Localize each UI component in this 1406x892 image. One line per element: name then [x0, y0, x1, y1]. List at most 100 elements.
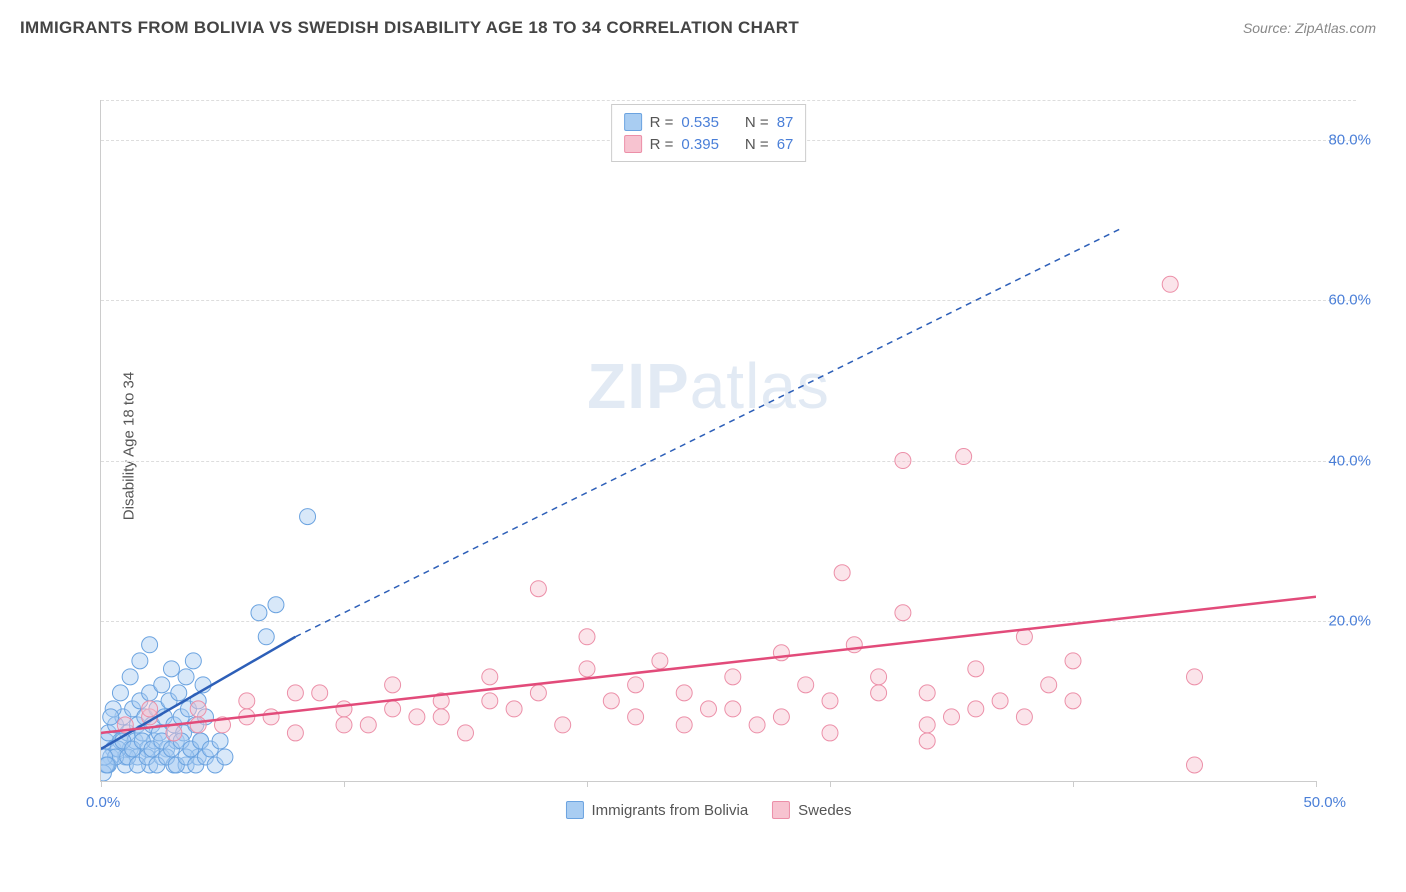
- legend-series-swatch-0: [565, 801, 583, 819]
- r-label-1: R =: [650, 136, 674, 153]
- x-tick: [587, 781, 588, 787]
- scatter-point: [122, 669, 138, 685]
- scatter-point: [506, 701, 522, 717]
- scatter-point: [178, 669, 194, 685]
- scatter-point: [1065, 693, 1081, 709]
- scatter-point: [360, 717, 376, 733]
- scatter-point: [482, 693, 498, 709]
- scatter-point: [652, 653, 668, 669]
- y-tick-label: 40.0%: [1328, 452, 1371, 469]
- legend-series-item-0: Immigrants from Bolivia: [565, 801, 748, 819]
- scatter-point: [871, 669, 887, 685]
- scatter-point: [895, 453, 911, 469]
- scatter-point: [555, 717, 571, 733]
- scatter-point: [579, 629, 595, 645]
- x-max-label: 50.0%: [1303, 794, 1346, 811]
- scatter-point: [385, 677, 401, 693]
- n-value-0: 87: [777, 114, 794, 131]
- x-origin-label: 0.0%: [86, 794, 120, 811]
- plot-area: ZIPatlas R = 0.535 N = 87 R = 0.395 N = …: [100, 100, 1316, 782]
- y-tick-label: 20.0%: [1328, 612, 1371, 629]
- scatter-point: [258, 629, 274, 645]
- scatter-point: [185, 653, 201, 669]
- scatter-point: [336, 701, 352, 717]
- legend-series-swatch-1: [772, 801, 790, 819]
- scatter-point: [798, 677, 814, 693]
- scatter-point: [992, 693, 1008, 709]
- scatter-point: [834, 565, 850, 581]
- scatter-point: [132, 653, 148, 669]
- scatter-point: [482, 669, 498, 685]
- scatter-point: [919, 717, 935, 733]
- scatter-point: [919, 685, 935, 701]
- scatter-point: [217, 749, 233, 765]
- scatter-point: [239, 693, 255, 709]
- scatter-point: [287, 725, 303, 741]
- legend-swatch-swedes: [624, 135, 642, 153]
- scatter-point: [458, 725, 474, 741]
- y-tick-label: 80.0%: [1328, 132, 1371, 149]
- scatter-point: [846, 637, 862, 653]
- legend-series-item-1: Swedes: [772, 801, 851, 819]
- scatter-point: [628, 709, 644, 725]
- legend-series-label-0: Immigrants from Bolivia: [591, 802, 748, 819]
- source-attribution: Source: ZipAtlas.com: [1243, 20, 1376, 36]
- scatter-point: [530, 581, 546, 597]
- legend-swatch-bolivia: [624, 113, 642, 131]
- scatter-point: [725, 701, 741, 717]
- scatter-point: [579, 661, 595, 677]
- scatter-point: [530, 685, 546, 701]
- scatter-point: [385, 701, 401, 717]
- scatter-point: [268, 597, 284, 613]
- chart-container: Disability Age 18 to 34 ZIPatlas R = 0.5…: [50, 50, 1376, 842]
- scatter-point: [895, 605, 911, 621]
- scatter-point: [112, 685, 128, 701]
- scatter-point: [433, 709, 449, 725]
- x-tick: [344, 781, 345, 787]
- scatter-point: [190, 717, 206, 733]
- scatter-point: [163, 661, 179, 677]
- plot-svg: [101, 100, 1316, 781]
- chart-title: IMMIGRANTS FROM BOLIVIA VS SWEDISH DISAB…: [20, 18, 799, 38]
- scatter-point: [822, 693, 838, 709]
- scatter-point: [263, 709, 279, 725]
- n-label-1: N =: [745, 136, 769, 153]
- scatter-point: [336, 717, 352, 733]
- x-tick: [1073, 781, 1074, 787]
- scatter-point: [103, 709, 119, 725]
- r-value-0: 0.535: [681, 114, 719, 131]
- legend-stats-row-0: R = 0.535 N = 87: [624, 111, 794, 133]
- scatter-point: [968, 661, 984, 677]
- scatter-point: [725, 669, 741, 685]
- trend-line-bolivia-dashed: [295, 228, 1121, 637]
- scatter-point: [1187, 757, 1203, 773]
- scatter-point: [628, 677, 644, 693]
- scatter-point: [166, 725, 182, 741]
- legend-series-label-1: Swedes: [798, 802, 851, 819]
- scatter-point: [101, 757, 115, 773]
- scatter-point: [968, 701, 984, 717]
- scatter-point: [749, 717, 765, 733]
- scatter-point: [1162, 276, 1178, 292]
- scatter-point: [1041, 677, 1057, 693]
- scatter-point: [1187, 669, 1203, 685]
- n-label-0: N =: [745, 114, 769, 131]
- scatter-point: [300, 509, 316, 525]
- scatter-point: [944, 709, 960, 725]
- scatter-point: [142, 701, 158, 717]
- scatter-point: [773, 709, 789, 725]
- scatter-point: [171, 685, 187, 701]
- legend-stats: R = 0.535 N = 87 R = 0.395 N = 67: [611, 104, 807, 162]
- scatter-point: [154, 677, 170, 693]
- scatter-point: [190, 701, 206, 717]
- legend-series: Immigrants from Bolivia Swedes: [565, 801, 851, 819]
- scatter-point: [1016, 709, 1032, 725]
- scatter-point: [287, 685, 303, 701]
- x-tick: [830, 781, 831, 787]
- scatter-point: [409, 709, 425, 725]
- scatter-point: [212, 733, 228, 749]
- n-value-1: 67: [777, 136, 794, 153]
- scatter-point: [676, 685, 692, 701]
- legend-stats-row-1: R = 0.395 N = 67: [624, 133, 794, 155]
- scatter-point: [871, 685, 887, 701]
